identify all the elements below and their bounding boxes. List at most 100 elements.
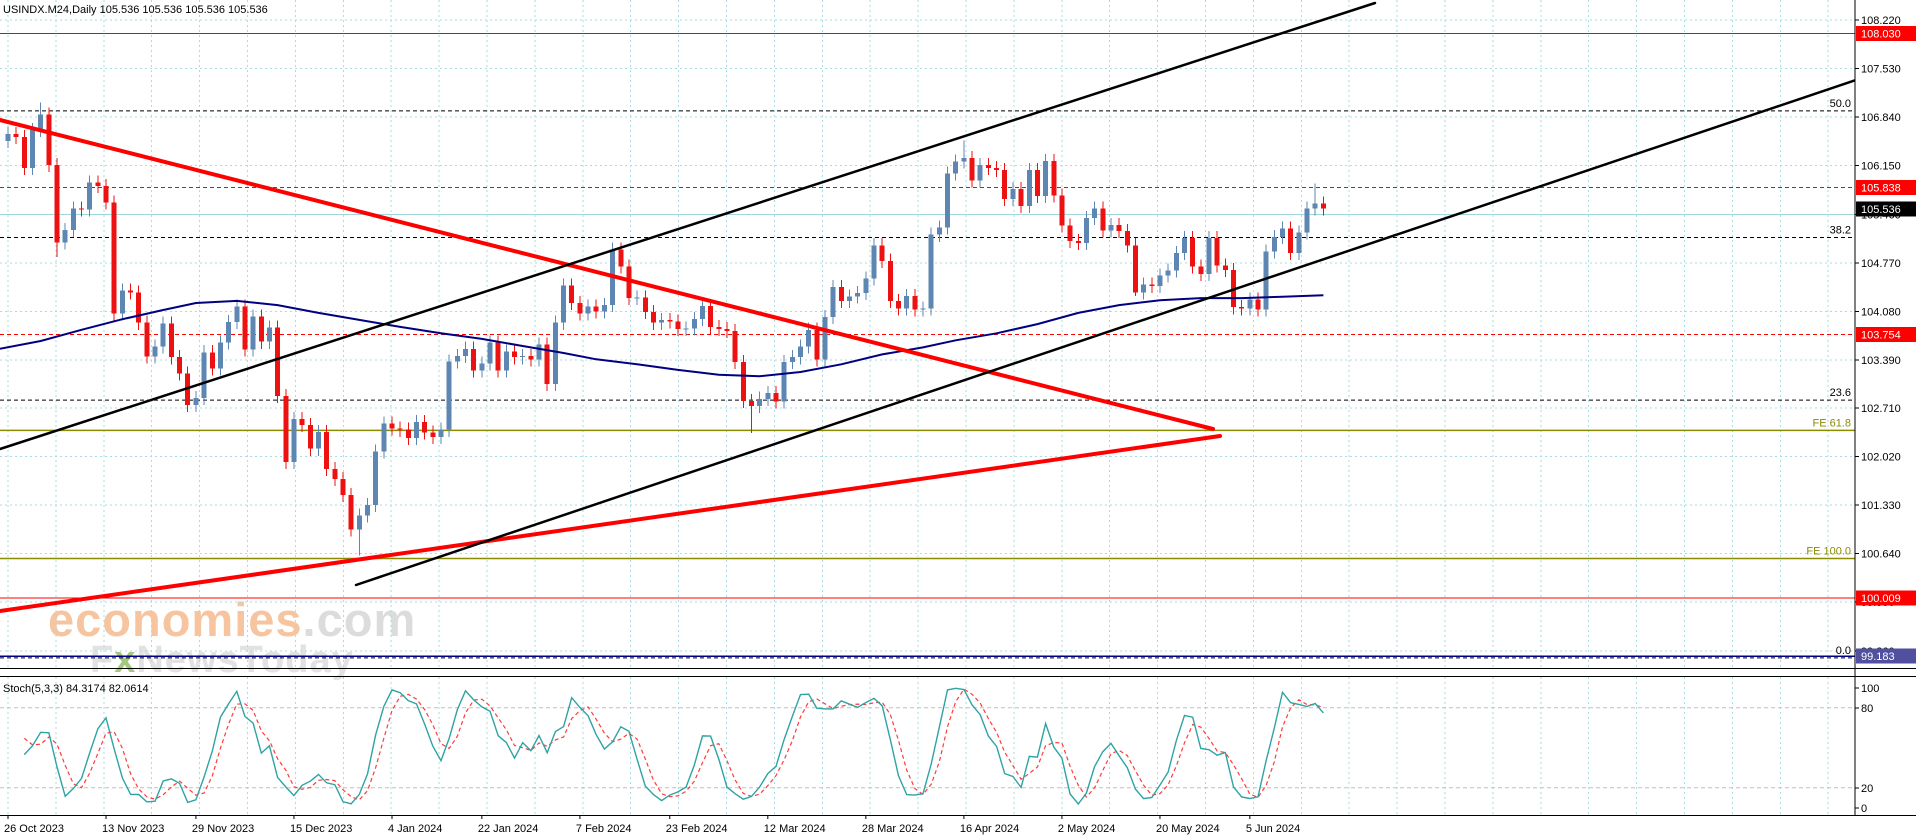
stoch-signal-line[interactable] [23, 688, 1324, 801]
price-badge [1856, 180, 1916, 196]
ma-polyline[interactable] [0, 294, 1324, 378]
time-axis[interactable]: 26 Oct 2023 13 Nov 2023 29 Nov 2023 15 Dec … [4, 815, 1300, 835]
candle-bear [430, 432, 436, 437]
candle-bear [1132, 245, 1138, 293]
candle-bull [62, 229, 68, 243]
price-badge-value: 99.183 [1861, 651, 1895, 663]
candle-bear [1075, 241, 1081, 244]
candle-bull [381, 423, 387, 452]
candle-bull [1108, 224, 1114, 231]
price-badge-value: 100.009 [1861, 593, 1901, 605]
candle-bull [936, 227, 942, 235]
candle-bull [1247, 299, 1253, 309]
watermark: economies.com FxNewsToday [48, 593, 415, 681]
candle-bull [1026, 169, 1032, 206]
candle-bull [234, 306, 240, 323]
candle-bear [1190, 238, 1196, 267]
horizontal-level-lines[interactable] [0, 32, 1855, 657]
date-label[interactable]: 26 Oct 2023 [4, 823, 64, 835]
price-badge-value: 105.838 [1861, 183, 1901, 195]
candle-bull [1083, 217, 1089, 244]
trendline-channel-lower-black[interactable] [354, 79, 1856, 587]
y-axis-label: 102.710 [1861, 403, 1901, 415]
candle-bear [168, 323, 174, 358]
candle-bear [275, 327, 281, 396]
candle-bear [879, 245, 885, 261]
candle-bear [887, 260, 893, 301]
candle-bull [266, 327, 272, 342]
grid-layer [0, 0, 1855, 815]
trendline-channel-upper-black[interactable] [0, 1, 1377, 451]
candle-bear [1059, 195, 1065, 226]
candle-bear [128, 290, 134, 293]
date-label[interactable]: 13 Nov 2023 [102, 823, 164, 835]
date-label[interactable]: 20 May 2024 [1156, 823, 1220, 835]
candle-bull [601, 305, 607, 312]
candle-bull [863, 278, 869, 294]
price-badge [1856, 648, 1916, 664]
candle-bull [691, 319, 697, 329]
date-label[interactable]: 12 Mar 2024 [764, 823, 826, 835]
fib-expansion-label: FE 100.0 [1806, 546, 1851, 558]
candle-bull [977, 165, 983, 181]
date-label[interactable]: 29 Nov 2023 [192, 823, 254, 835]
trendlines-layer[interactable] [0, 1, 1856, 613]
candle-bull [226, 322, 232, 343]
date-label[interactable]: 2 May 2024 [1058, 823, 1115, 835]
candle-bear [1222, 265, 1228, 270]
candle-bull [250, 316, 256, 350]
date-label[interactable]: 23 Feb 2024 [666, 823, 728, 835]
date-label[interactable]: 15 Dec 2023 [290, 823, 352, 835]
candle-bull [765, 393, 771, 399]
y-axis-label: 108.220 [1861, 15, 1901, 27]
candle-bull [961, 157, 967, 162]
moving-average-line[interactable] [0, 294, 1324, 378]
fib-retracement-label: 0.0 [1836, 645, 1851, 657]
candle-bear [675, 321, 681, 330]
candle-bear [242, 306, 248, 350]
candle-bear [732, 331, 738, 363]
candle-bull [463, 348, 469, 356]
candle-bull [1165, 270, 1171, 276]
date-label[interactable]: 4 Jan 2024 [388, 823, 442, 835]
date-label[interactable]: 16 Apr 2024 [960, 823, 1019, 835]
candle-bear [1255, 299, 1261, 310]
candle-bear [577, 303, 583, 314]
candle-bear [642, 297, 648, 313]
date-label[interactable]: 22 Jan 2024 [478, 823, 539, 835]
candle-bull [585, 306, 591, 314]
candle-bull [1271, 236, 1277, 252]
fib-expansion-label: FE 61.8 [1812, 417, 1851, 429]
date-label[interactable]: 7 Feb 2024 [576, 823, 632, 835]
date-label[interactable]: 5 Jun 2024 [1246, 823, 1300, 835]
candle-bull [1304, 208, 1310, 233]
candle-bull [1181, 238, 1187, 254]
candle-bull [552, 322, 558, 384]
candle-bull [364, 505, 370, 516]
price-axis[interactable]: 108.220107.530106.840106.150105.460104.7… [1855, 15, 1916, 815]
candle-bear [389, 423, 395, 429]
candle-bull [438, 429, 444, 437]
candle-bear [348, 495, 354, 530]
candle-bear [1288, 228, 1294, 254]
candle-bear [593, 306, 599, 312]
candle-bull [789, 357, 795, 363]
candle-bear [209, 352, 215, 369]
candle-bull [414, 421, 419, 439]
candle-bear [13, 134, 19, 137]
trendline-ascending-support[interactable] [0, 434, 1222, 613]
candle-bull [87, 182, 93, 210]
candle-bull [201, 352, 207, 399]
stoch-main-line[interactable] [23, 687, 1324, 806]
candle-bull [446, 361, 452, 430]
price-badge [1856, 590, 1916, 606]
candle-bear [969, 157, 975, 181]
stochastic-label: Stoch(5,3,3) 84.3174 82.0614 [3, 683, 149, 695]
price-badge [1856, 25, 1916, 41]
y-axis-label: 107.530 [1861, 64, 1901, 76]
candle-bull [503, 351, 509, 371]
date-label[interactable]: 28 Mar 2024 [862, 823, 924, 835]
trendline-descending-resistance[interactable] [0, 118, 1215, 431]
